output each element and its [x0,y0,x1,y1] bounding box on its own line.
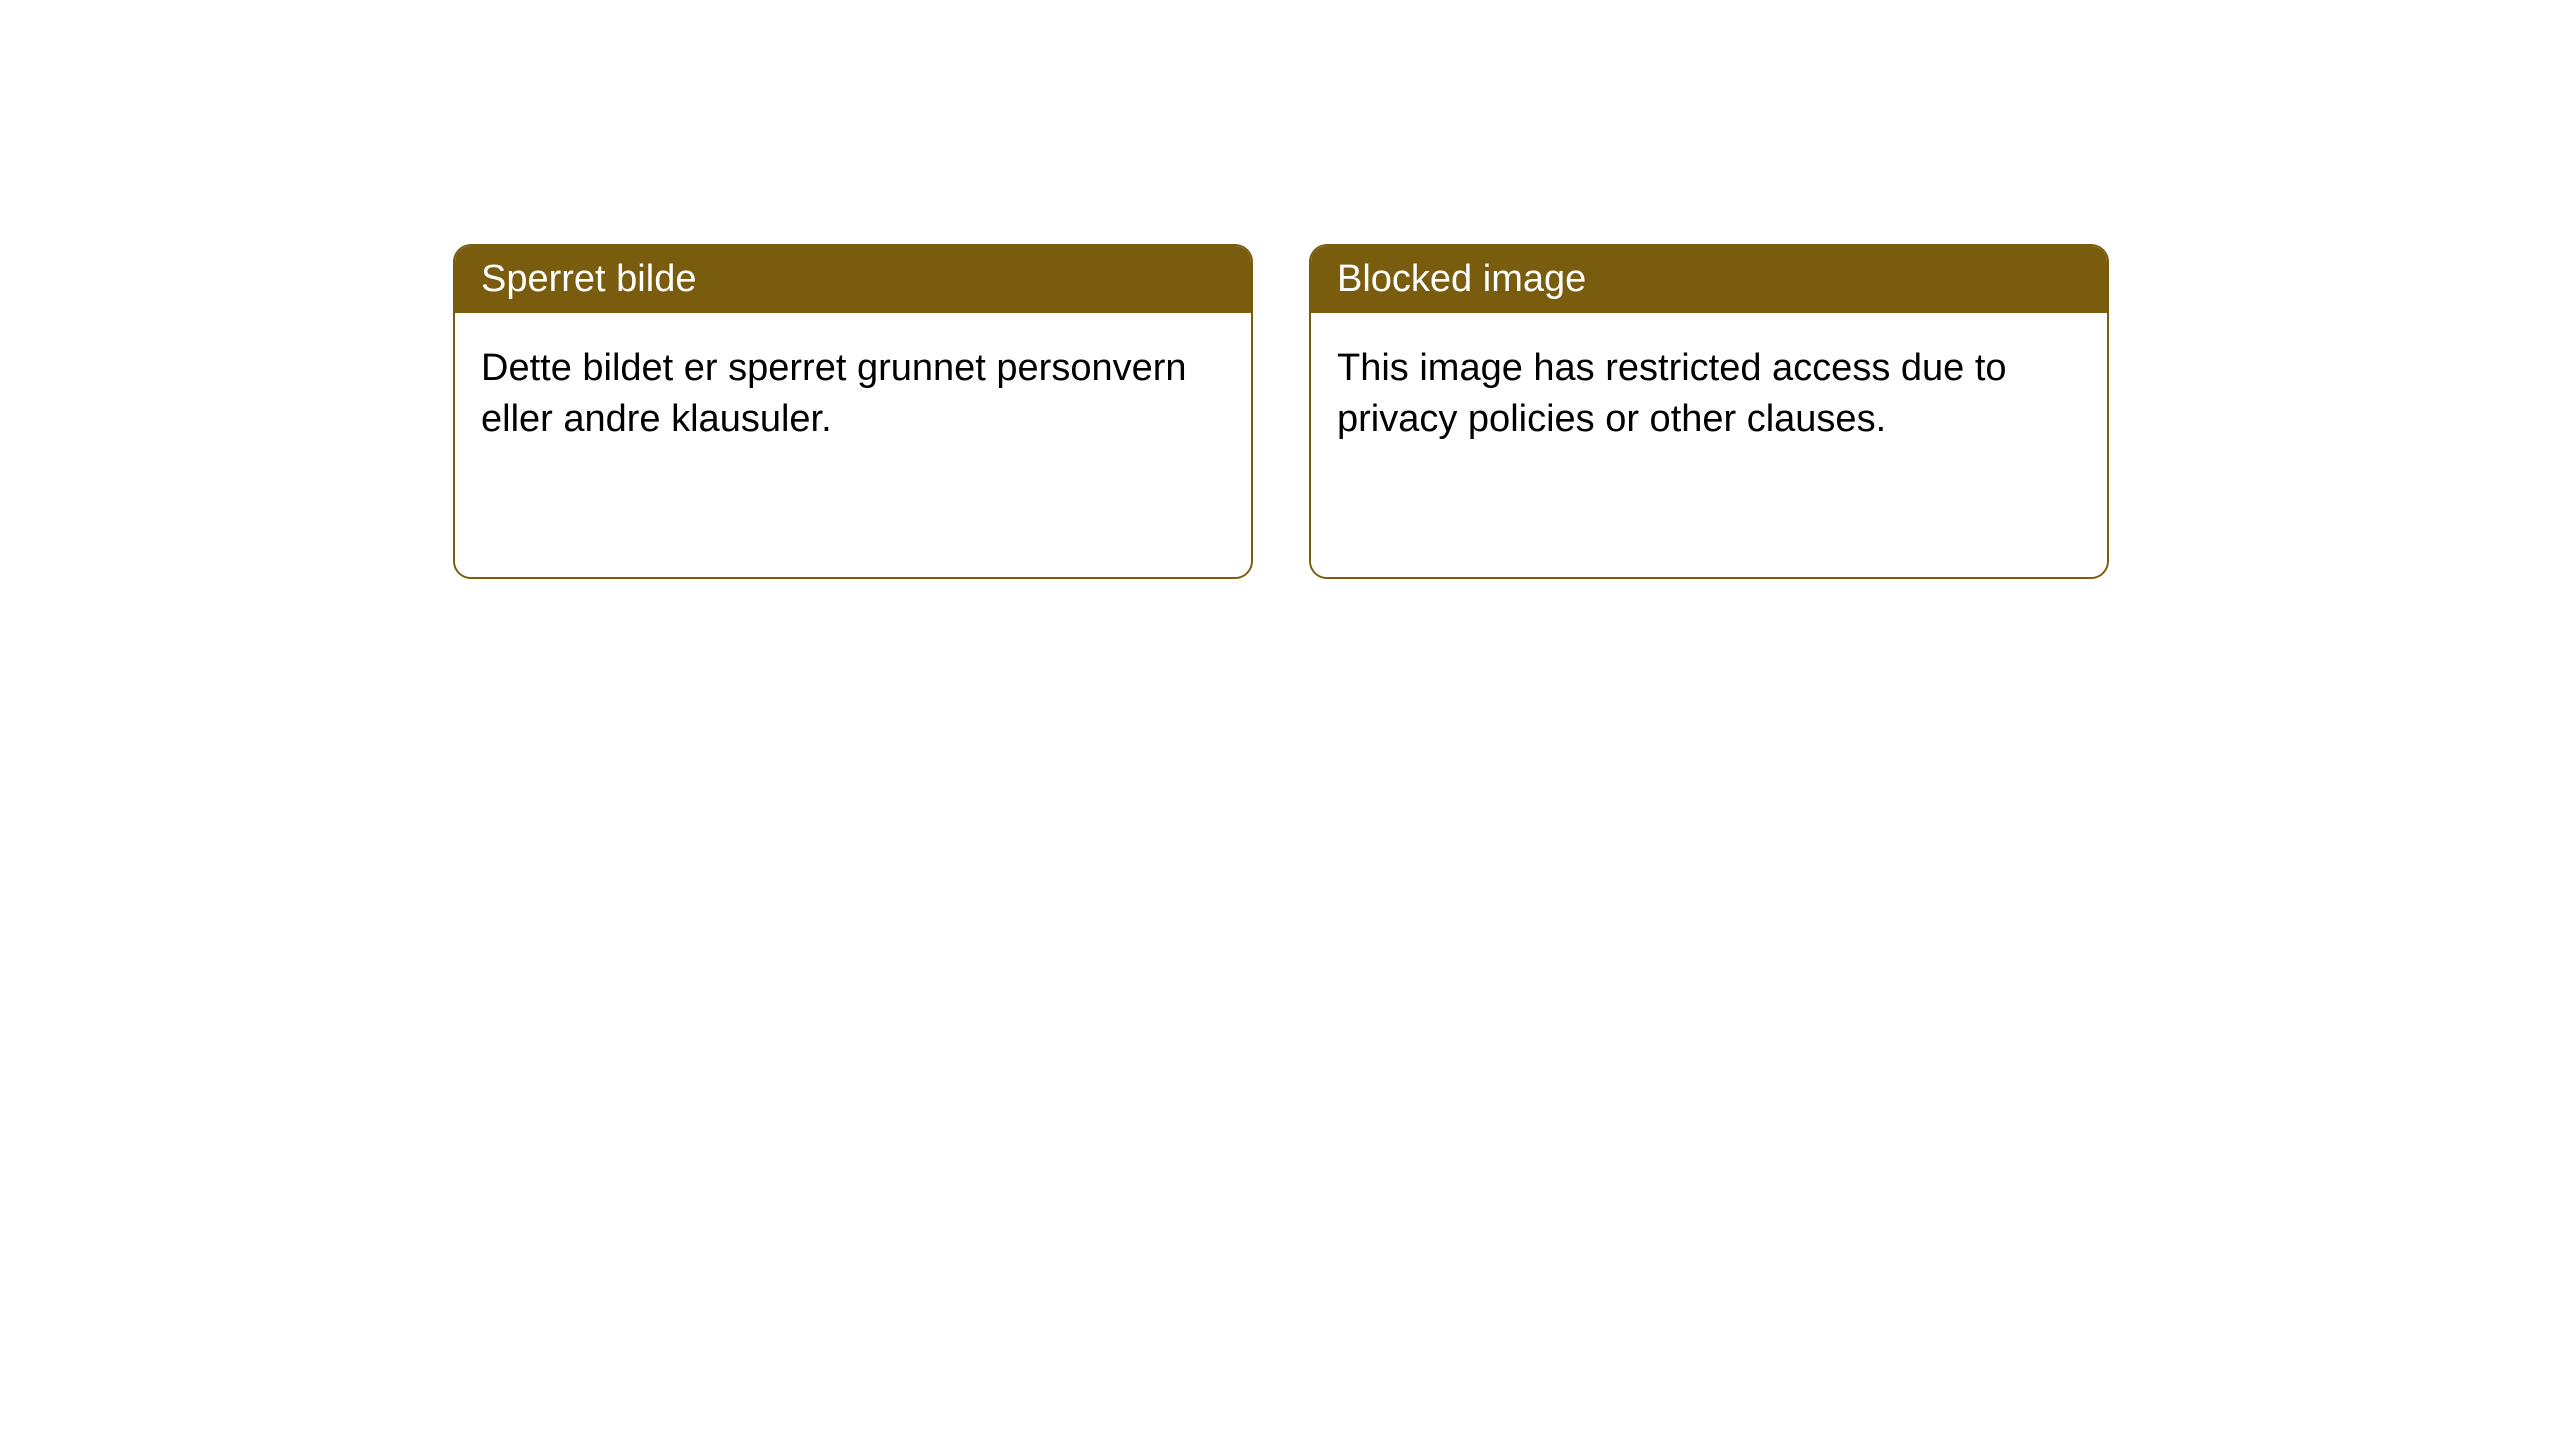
card-title: Sperret bilde [481,258,696,300]
notice-card-norwegian: Sperret bilde Dette bildet er sperret gr… [453,244,1253,579]
card-body-text: Dette bildet er sperret grunnet personve… [481,347,1187,440]
notice-card-english: Blocked image This image has restricted … [1309,244,2109,579]
card-header: Blocked image [1311,246,2107,313]
card-header: Sperret bilde [455,246,1251,313]
card-title: Blocked image [1337,258,1586,300]
card-body: This image has restricted access due to … [1311,313,2107,577]
card-body: Dette bildet er sperret grunnet personve… [455,313,1251,577]
card-body-text: This image has restricted access due to … [1337,347,2007,440]
cards-container: Sperret bilde Dette bildet er sperret gr… [453,244,2109,579]
